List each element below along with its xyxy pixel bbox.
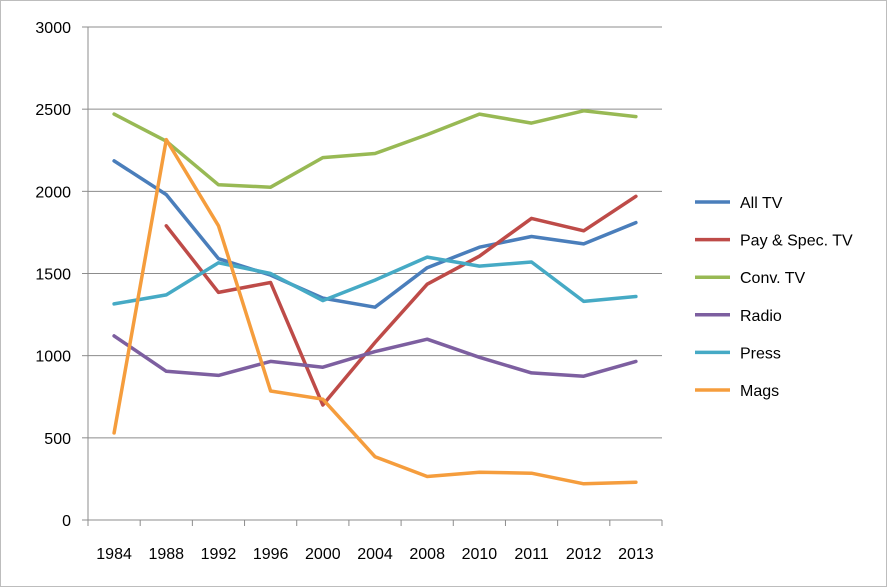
x-tick-label: 1984 [96, 546, 132, 563]
x-tick-label: 2011 [514, 546, 549, 563]
x-tick-label: 2012 [566, 546, 602, 563]
x-tick-label: 2013 [618, 546, 654, 563]
legend: All TV Pay & Spec. TV Conv. TV Radio Press Ma… [695, 195, 853, 400]
series-lines [114, 111, 636, 484]
y-tick-label: 3000 [35, 20, 71, 37]
series-line-conv-tv [114, 111, 636, 187]
x-tick-label: 2004 [357, 546, 393, 563]
y-tick-label: 0 [62, 513, 71, 530]
legend-label: All TV [740, 195, 783, 212]
y-tick-label: 2000 [35, 184, 71, 201]
legend-label: Pay & Spec. TV [740, 233, 853, 250]
x-tick-label: 1988 [148, 546, 184, 563]
y-tick-label: 1500 [35, 267, 71, 284]
x-tick-label: 1992 [201, 546, 237, 563]
x-tick-label: 1996 [253, 546, 289, 563]
legend-label: Radio [740, 308, 782, 325]
legend-label: Mags [740, 383, 779, 400]
y-tick-label: 500 [44, 431, 71, 448]
x-tick-label: 2000 [305, 546, 341, 563]
y-tick-label: 2500 [35, 102, 71, 119]
x-tick-label: 2008 [409, 546, 445, 563]
y-tick-label: 1000 [35, 349, 71, 366]
legend-label: Press [740, 345, 781, 362]
legend-label: Conv. TV [740, 270, 806, 287]
x-tick-label: 2010 [462, 546, 498, 563]
series-line-press [114, 257, 636, 304]
